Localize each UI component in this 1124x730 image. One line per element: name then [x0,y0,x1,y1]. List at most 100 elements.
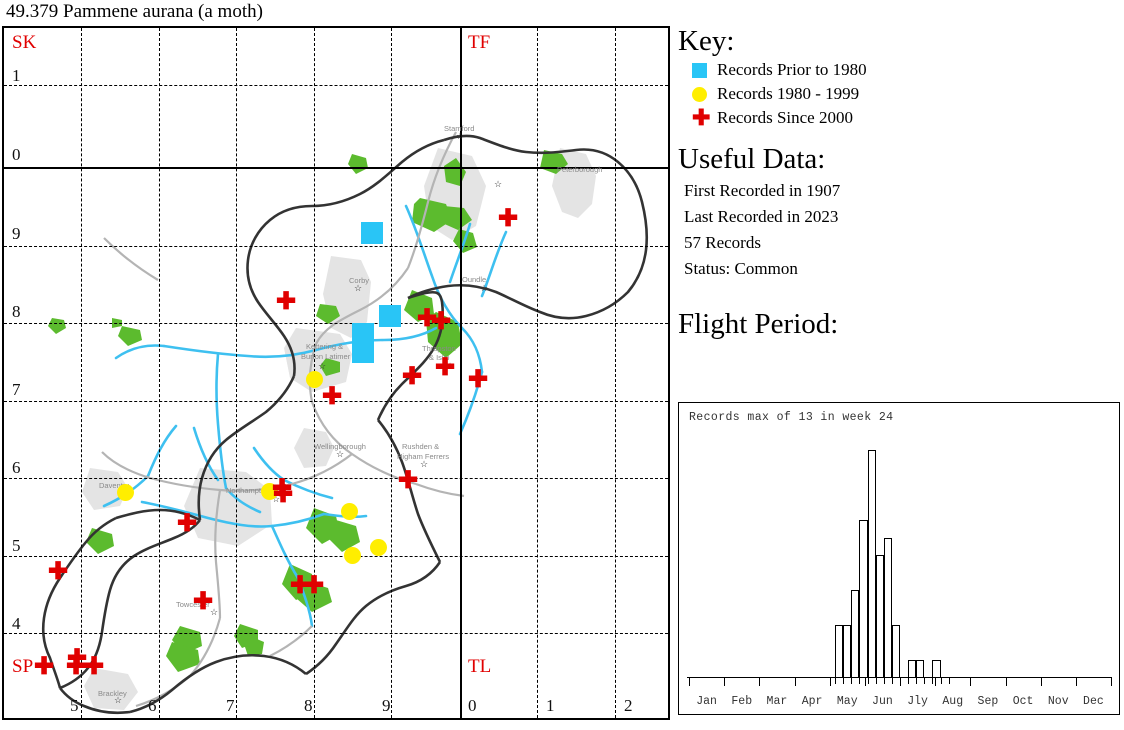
map-y-label: 9 [12,224,21,243]
red-cross-icon: ✚ [692,104,711,130]
place-label: Brackley [98,689,127,698]
marker-since-2000[interactable]: ✚ [67,645,88,672]
map-x-label: 7 [226,696,235,715]
chart-bar [883,537,892,678]
place-label: Daventry [99,481,130,490]
settlement-star-icon: ☆ [494,179,503,189]
map-gridline-h [4,85,668,86]
chart-bar [843,625,852,678]
chart-bar [916,660,925,678]
marker-since-2000[interactable]: ✚ [398,467,419,494]
key-heading: Key: [678,25,735,57]
key-item-1980-1999: Records 1980 - 1999 [678,84,1122,104]
marker-since-2000[interactable]: ✚ [468,366,489,393]
marker-since-2000[interactable]: ✚ [34,653,55,680]
chart-week-tick [924,678,926,684]
map-y-label: 6 [12,458,21,477]
chart-bar [875,555,884,678]
marker-since-2000[interactable]: ✚ [276,288,297,315]
settlement-star-icon: ☆ [354,283,363,293]
map-gridline-h [4,401,668,402]
marker-1980-1999[interactable] [344,547,361,564]
settlement-star-icon: ☆ [210,607,219,617]
marker-since-2000[interactable]: ✚ [193,588,214,615]
chart-month-tick [970,677,972,686]
settlement-star-icon: ☆ [318,361,327,371]
key-item-label: Records Since 2000 [717,108,853,128]
blue-square-icon [692,62,707,78]
chart-month-label: Aug [942,695,964,708]
chart-x-axis [687,677,1111,678]
chart-bar [891,625,900,678]
chart-month-label: Jly [907,695,928,708]
map-y-label: 8 [12,302,21,321]
chart-bar [908,660,917,678]
chart-month-tick [935,677,937,686]
place-label: Peterborough [557,165,603,174]
marker-since-2000[interactable]: ✚ [417,305,438,332]
distribution-map[interactable]: SK TF SP TL 1 0 9 8 7 6 5 4 5 6 7 8 9 0 … [2,26,670,720]
marker-since-2000[interactable]: ✚ [272,475,293,502]
chart-annotation: Records max of 13 in week 24 [689,411,894,424]
marker-since-2000[interactable]: ✚ [498,205,519,232]
flight-period-chart[interactable]: Records max of 13 in week 24 Jan Feb Mar Ap… [678,402,1120,715]
chart-week-tick [843,678,845,684]
chart-month-label: Mar [766,695,788,708]
marker-prior-1980[interactable] [379,305,401,327]
marker-since-2000[interactable]: ✚ [431,308,452,335]
place-label: Stamford [444,124,475,133]
map-gridline-h [4,633,668,634]
settlement-star-icon: ☆ [336,449,345,459]
marker-1980-1999[interactable] [341,503,358,520]
marker-prior-1980[interactable] [361,222,383,244]
marker-since-2000[interactable]: ✚ [435,354,456,381]
chart-plot-area [679,403,1119,678]
chart-week-tick [932,678,934,684]
grid-square-label-tf: TF [468,32,491,53]
grid-square-label-tl: TL [468,656,492,677]
map-x-label: 0 [468,696,477,715]
map-y-label: 0 [12,145,21,164]
marker-prior-1980[interactable] [352,323,374,363]
place-label: Burton Latimer [301,352,351,361]
key-item-prior-1980: Records Prior to 1980 [678,60,1122,80]
map-gridline-h [4,246,668,247]
place-label: Rushden & [402,442,440,451]
place-label: & Islip [429,353,450,362]
map-gridline-v-major [460,28,462,718]
map-gridline-h [4,323,668,324]
map-canvas: SK TF SP TL 1 0 9 8 7 6 5 4 5 6 7 8 9 0 … [4,28,668,718]
map-y-label: 4 [12,614,21,633]
marker-since-2000[interactable]: ✚ [48,558,69,585]
yellow-circle-icon [692,86,707,102]
flight-period-heading: Flight Period: [678,307,839,340]
chart-month-tick [1040,677,1042,686]
map-gridline-v [537,28,538,718]
settlement-star-icon: ☆ [480,283,489,293]
marker-since-2000[interactable]: ✚ [322,383,343,410]
chart-week-tick [916,678,918,684]
chart-bar [867,450,876,678]
chart-bar [851,590,860,678]
marker-since-2000[interactable]: ✚ [273,481,294,508]
marker-since-2000[interactable]: ✚ [402,363,423,390]
marker-1980-1999[interactable] [261,483,278,500]
marker-since-2000[interactable]: ✚ [84,653,105,680]
useful-data-record-count: 57 Records [684,232,761,252]
place-label: Kettering & [306,342,344,351]
marker-since-2000[interactable]: ✚ [177,510,198,537]
marker-1980-1999[interactable] [117,484,134,501]
map-x-label: 1 [546,696,555,715]
marker-since-2000[interactable]: ✚ [304,572,325,599]
marker-since-2000[interactable]: ✚ [290,572,311,599]
marker-since-2000[interactable]: ✚ [66,653,87,680]
info-panel: Key: Records Prior to 1980 Records 1980 … [678,25,1122,340]
chart-bar [932,660,941,678]
marker-1980-1999[interactable] [306,371,323,388]
chart-month-tick [759,677,761,686]
settlement-star-icon: ☆ [420,459,429,469]
useful-data-heading: Useful Data: [678,143,826,176]
chart-month-tick [829,677,831,686]
marker-1980-1999[interactable] [370,539,387,556]
chart-bar [835,625,844,678]
